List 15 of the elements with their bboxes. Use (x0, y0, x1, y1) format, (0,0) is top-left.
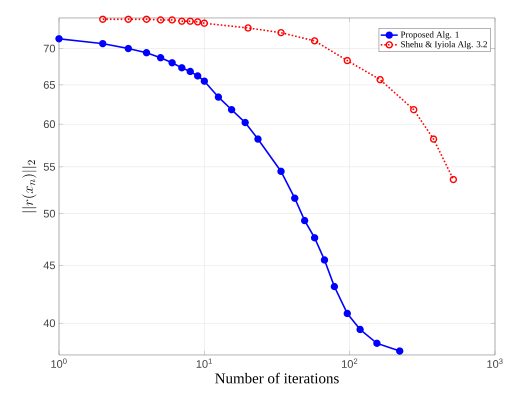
y-axis-title: $||r(x_n)||_2$ (22, 160, 36, 212)
y-tick-label: 45 (44, 262, 56, 270)
y-tick-label: 70 (44, 44, 56, 52)
x-tick-label: 10$^{1}$ (196, 358, 212, 368)
legend-label: Proposed Alg. 1 (400, 31, 459, 40)
y-tick-label: 50 (44, 210, 56, 218)
x-tick-label: 10$^{0}$ (51, 358, 67, 368)
y-tick-label: 65 (44, 81, 56, 89)
x-tick-label: 10$^{2}$ (342, 358, 358, 368)
x-tick-label: 10$^{3}$ (487, 358, 503, 368)
legend-label: Shehu & Iyiola Alg. 3.2 (401, 40, 487, 50)
y-tick-label: 55 (44, 163, 56, 171)
y-tick-label: 60 (44, 120, 56, 128)
x-axis-title: Number of iterations (215, 372, 339, 384)
y-tick-label: 40 (44, 319, 56, 328)
